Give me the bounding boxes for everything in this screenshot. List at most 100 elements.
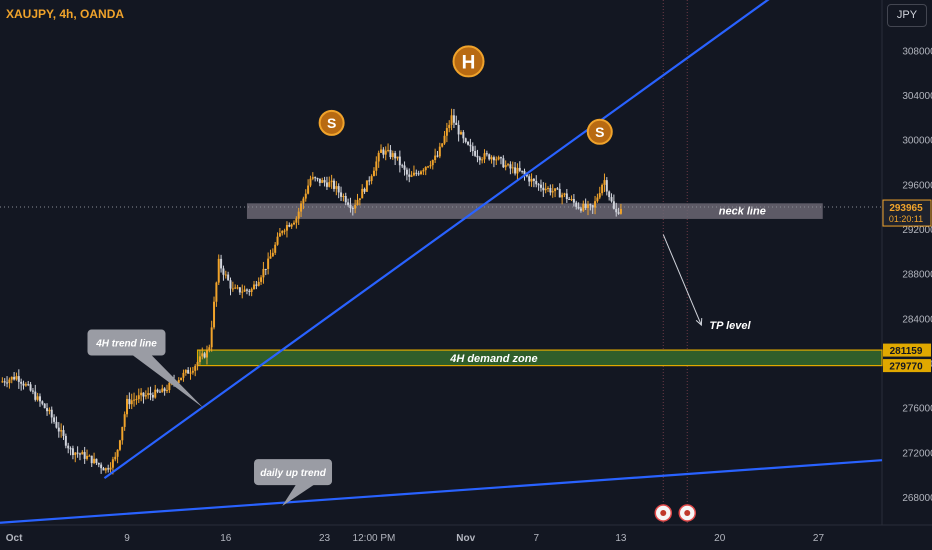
candle [158,391,161,393]
candle [335,186,338,189]
candle [575,202,578,207]
candle [135,399,138,401]
candle [281,230,284,234]
price-tick-label: 300000 [902,136,932,147]
candle [509,164,512,169]
candle [74,452,77,456]
candle [57,427,60,432]
candle [587,204,589,208]
candle [83,452,86,459]
candle [554,188,557,192]
candle [492,157,495,161]
time-tick-label: 13 [615,533,627,544]
candle [579,208,582,211]
candle [29,384,32,391]
candle [257,281,260,286]
candle [612,201,615,209]
candle [100,464,103,469]
candle [55,421,58,428]
candle [13,376,16,380]
candle [245,289,248,291]
candle [8,379,11,383]
trendline [103,0,770,479]
candle [95,458,98,463]
candle [128,398,131,405]
candle [568,198,571,200]
candle [88,455,91,457]
candle [234,287,237,289]
candle [203,353,206,358]
candle [332,180,335,189]
price-tick-label: 276000 [902,404,932,415]
candle [577,206,580,209]
candle [405,169,408,175]
candle [114,456,117,460]
candle [300,203,303,212]
candle [596,197,599,202]
candle [532,178,535,181]
candle [27,384,30,386]
candle [274,244,277,253]
demand-top-price-tag: 281159 [890,346,923,357]
candle [528,176,531,182]
pattern-badge [318,109,345,136]
currency-button[interactable]: JPY [887,4,927,27]
candle [401,165,404,167]
candle [368,180,371,182]
price-tick-label: 308000 [902,46,932,57]
candle [530,178,533,182]
candle [570,198,573,200]
candle [229,280,232,289]
candle [248,290,251,292]
candle [271,252,274,257]
candle [377,152,380,162]
candle [365,180,368,192]
candle [499,157,502,159]
candle [111,459,114,468]
candle [217,258,220,283]
candle [429,165,432,167]
candle [1,381,4,383]
candle [478,157,481,161]
candle [86,455,89,459]
candle [304,193,307,199]
candle [118,440,121,450]
candle [340,192,343,197]
candle [389,149,392,158]
candle [104,468,107,471]
candle [471,146,474,152]
candle [208,347,211,350]
event-marker-dot [684,510,691,516]
price-tick-label: 304000 [902,91,932,102]
candle [347,202,350,205]
candle [295,218,298,223]
tp-level-label: TP level [709,320,751,332]
candle [314,177,317,179]
candle [556,188,559,190]
candle [443,135,446,144]
candle [438,146,441,157]
candle [163,388,166,391]
candle [337,186,340,193]
candle [354,204,357,209]
candle [147,393,150,396]
trendline [0,459,883,524]
candle [236,287,239,289]
candle [260,277,263,282]
candle [10,376,13,380]
candle [380,149,383,153]
candle [431,160,434,166]
candle [46,408,49,412]
candle [436,155,439,157]
candle [605,180,608,192]
candle [328,182,331,187]
candle [504,165,507,168]
candle [283,230,286,232]
candle [518,167,521,171]
demand-bottom-price-tag: 279770 [889,362,923,373]
time-tick-label: 20 [714,533,726,544]
candle [448,124,451,129]
candle [140,392,143,396]
candle [490,157,493,160]
